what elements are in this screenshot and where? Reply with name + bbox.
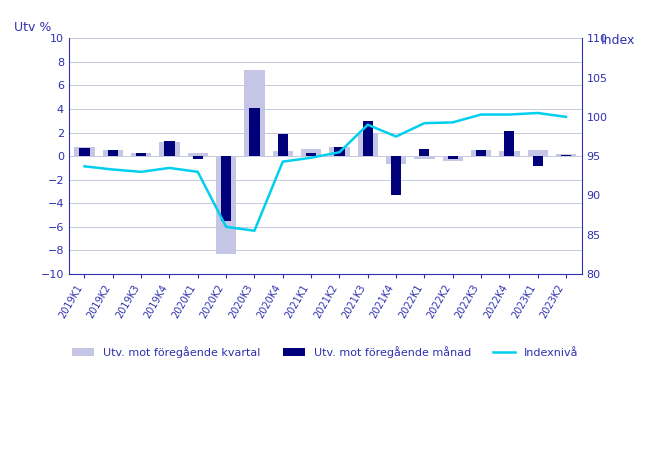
Bar — [443, 156, 463, 161]
Y-axis label: Utv %: Utv % — [14, 21, 52, 34]
Bar — [504, 131, 515, 156]
Bar — [556, 154, 576, 156]
Bar — [306, 153, 316, 156]
Bar — [358, 132, 378, 156]
Bar — [499, 151, 520, 156]
Bar — [278, 134, 288, 156]
Bar — [103, 150, 123, 156]
Bar — [216, 156, 236, 254]
Bar — [448, 156, 458, 158]
Bar — [476, 150, 486, 156]
Bar — [136, 153, 146, 156]
Bar — [159, 142, 180, 156]
Bar — [329, 147, 350, 156]
Bar — [528, 150, 548, 156]
Bar — [471, 150, 491, 156]
Bar — [414, 156, 435, 158]
Bar — [131, 153, 151, 156]
Bar — [79, 148, 90, 156]
Bar — [249, 108, 260, 156]
Bar — [301, 149, 321, 156]
Y-axis label: Index: Index — [600, 34, 635, 47]
Bar — [386, 156, 406, 164]
Bar — [561, 155, 571, 156]
Bar — [363, 121, 373, 156]
Bar — [334, 147, 345, 156]
Bar — [188, 153, 208, 156]
Bar — [273, 151, 293, 156]
Bar — [533, 156, 543, 166]
Bar — [391, 156, 401, 195]
Bar — [74, 147, 95, 156]
Bar — [164, 141, 175, 156]
Bar — [193, 156, 203, 158]
Bar — [221, 156, 231, 221]
Bar — [244, 70, 265, 156]
Legend: Utv. mot föregående kvartal, Utv. mot föregående månad, Indexnivå: Utv. mot föregående kvartal, Utv. mot fö… — [67, 342, 583, 363]
Bar — [108, 150, 118, 156]
Bar — [419, 149, 430, 156]
